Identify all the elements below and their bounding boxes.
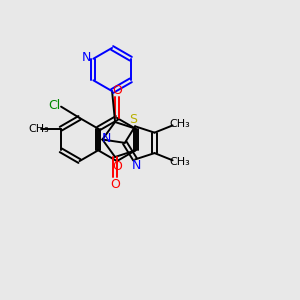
Text: Cl: Cl: [48, 99, 61, 112]
Text: O: O: [112, 84, 122, 97]
Text: CH₃: CH₃: [170, 157, 190, 167]
Text: N: N: [102, 131, 112, 145]
Text: S: S: [130, 113, 138, 126]
Text: N: N: [132, 159, 141, 172]
Text: CH₃: CH₃: [28, 124, 49, 134]
Text: O: O: [110, 178, 120, 190]
Text: CH₃: CH₃: [170, 119, 190, 129]
Text: O: O: [112, 160, 122, 173]
Text: N: N: [82, 51, 92, 64]
